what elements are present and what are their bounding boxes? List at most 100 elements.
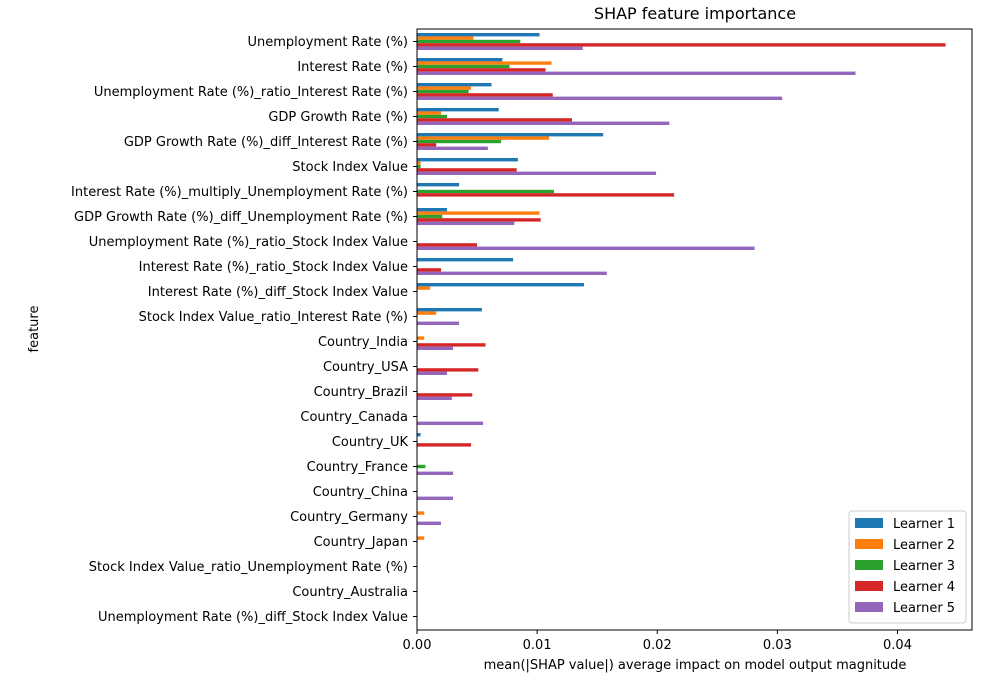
y-tick-label: Stock Index Value_ratio_Interest Rate (%…: [139, 310, 408, 325]
bar-learner-4-row-8: [417, 218, 541, 222]
bar-learner-2-row-21: [417, 536, 425, 540]
bar-learner-5-row-16: [417, 421, 484, 425]
y-tick-label: Stock Index Value: [292, 160, 408, 175]
bar-learner-4-row-5: [417, 143, 437, 147]
bar-learner-1-row-5: [417, 133, 604, 137]
y-tick-label: GDP Growth Rate (%)_diff_Unemployment Ra…: [74, 210, 408, 225]
bar-learner-2-row-1: [417, 36, 474, 40]
bar-learner-5-row-13: [417, 346, 454, 350]
bar-learner-2-row-3: [417, 86, 472, 90]
y-tick-label: Interest Rate (%)_ratio_Stock Index Valu…: [139, 260, 408, 275]
bar-learner-3-row-5: [417, 139, 502, 144]
bars-layer: [417, 33, 946, 540]
legend-label: Learner 3: [893, 559, 955, 574]
bar-learner-4-row-3: [417, 93, 553, 97]
bar-learner-3-row-6: [417, 164, 421, 169]
bar-learner-4-row-1: [417, 43, 946, 47]
bar-learner-3-row-1: [417, 39, 521, 44]
y-tick-label: GDP Growth Rate (%)_diff_Interest Rate (…: [124, 135, 408, 150]
bar-learner-3-row-3: [417, 89, 469, 94]
bar-learner-5-row-6: [417, 171, 657, 175]
y-tick-label: Country_France: [307, 460, 408, 475]
bar-learner-2-row-11: [417, 286, 431, 290]
plot-frame: [416, 28, 973, 631]
bar-learner-1-row-17: [417, 433, 421, 437]
bar-learner-3-row-18: [417, 464, 426, 469]
legend-swatch: [855, 602, 883, 612]
bar-learner-1-row-8: [417, 208, 448, 212]
bar-learner-1-row-2: [417, 58, 503, 62]
bar-learner-1-row-3: [417, 83, 492, 87]
bar-learner-2-row-4: [417, 111, 442, 115]
bar-learner-5-row-8: [417, 221, 515, 225]
bar-learner-5-row-4: [417, 121, 670, 125]
bar-learner-4-row-9: [417, 243, 478, 247]
bar-learner-2-row-8: [417, 211, 540, 215]
legend-label: Learner 5: [893, 601, 955, 616]
y-tick-label: Country_Germany: [290, 510, 408, 525]
bar-learner-3-row-2: [417, 64, 510, 69]
bar-learner-3-row-8: [417, 214, 443, 219]
x-ticks: 0.00 0.01 0.02 0.03 0.04: [403, 630, 912, 653]
bar-learner-4-row-4: [417, 118, 572, 122]
bar-learner-5-row-10: [417, 271, 607, 275]
bar-learner-4-row-2: [417, 68, 546, 72]
bar-learner-2-row-13: [417, 336, 425, 340]
bar-learner-1-row-12: [417, 308, 482, 312]
y-tick-label: Unemployment Rate (%)_ratio_Interest Rat…: [94, 85, 408, 100]
bar-learner-1-row-7: [417, 183, 460, 187]
y-tick-label: Country_Australia: [292, 585, 408, 600]
y-tick-label: Country_Japan: [314, 535, 408, 550]
bar-learner-4-row-17: [417, 443, 472, 447]
bar-learner-3-row-7: [417, 189, 554, 194]
bar-learner-5-row-20: [417, 521, 442, 525]
y-tick-label: Unemployment Rate (%): [248, 35, 409, 50]
bar-learner-2-row-20: [417, 511, 425, 515]
legend-label: Learner 2: [893, 538, 955, 553]
bar-learner-5-row-19: [417, 496, 454, 500]
bar-learner-2-row-12: [417, 311, 437, 315]
bar-learner-1-row-11: [417, 283, 584, 287]
bar-learner-4-row-14: [417, 368, 479, 372]
bar-learner-4-row-13: [417, 343, 486, 347]
bar-learner-5-row-14: [417, 371, 448, 375]
y-axis-label: feature: [27, 306, 42, 353]
bar-learner-3-row-4: [417, 114, 448, 119]
y-tick-label: Country_Canada: [300, 410, 408, 425]
bar-learner-1-row-1: [417, 33, 540, 37]
legend: Learner 1 Learner 2 Learner 3 Learner 4 Lear…: [848, 510, 967, 624]
y-tick-label: Unemployment Rate (%)_diff_Stock Index V…: [98, 610, 408, 625]
x-tick-label: 0.01: [523, 638, 552, 653]
bar-learner-5-row-3: [417, 96, 783, 100]
x-tick-label: 0.02: [643, 638, 672, 653]
y-tick-label: Interest Rate (%)_multiply_Unemployment …: [71, 185, 408, 200]
y-ticks: Unemployment Rate (%) Interest Rate (%) Un…: [71, 35, 417, 625]
y-tick-label: Country_Brazil: [314, 385, 408, 400]
chart-title: SHAP feature importance: [594, 4, 796, 23]
legend-label: Learner 1: [893, 517, 955, 532]
bar-learner-1-row-4: [417, 108, 499, 112]
y-tick-label: Country_India: [318, 335, 408, 350]
bar-learner-4-row-10: [417, 268, 442, 272]
y-tick-label: Unemployment Rate (%)_ratio_Stock Index …: [89, 235, 408, 250]
y-tick-label: Country_China: [313, 485, 408, 500]
legend-swatch: [855, 560, 883, 570]
bar-learner-2-row-2: [417, 61, 552, 65]
x-tick-label: 0.00: [403, 638, 432, 653]
bar-learner-2-row-5: [417, 136, 550, 140]
legend-swatch: [855, 518, 883, 528]
bar-learner-4-row-15: [417, 393, 473, 397]
bar-learner-5-row-15: [417, 396, 452, 400]
bar-learner-5-row-1: [417, 46, 583, 50]
bar-learner-5-row-12: [417, 321, 460, 325]
y-tick-label: GDP Growth Rate (%): [268, 110, 408, 125]
bar-learner-5-row-18: [417, 471, 454, 475]
bar-learner-5-row-5: [417, 146, 488, 150]
y-tick-label: Country_USA: [323, 360, 408, 375]
x-axis-label: mean(|SHAP value|) average impact on mod…: [484, 658, 907, 673]
bar-learner-1-row-6: [417, 158, 518, 162]
y-tick-label: Country_UK: [332, 435, 409, 450]
bar-learner-5-row-2: [417, 71, 856, 75]
y-tick-label: Interest Rate (%): [297, 60, 408, 75]
